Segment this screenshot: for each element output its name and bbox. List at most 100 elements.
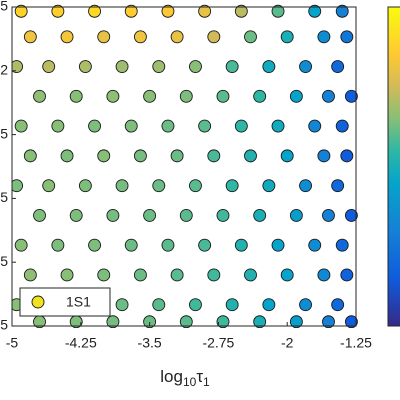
scatter-point xyxy=(42,179,56,193)
legend-label: 1S1 xyxy=(66,294,91,310)
scatter-point xyxy=(308,4,322,18)
scatter-point xyxy=(78,60,92,73)
scatter-point xyxy=(308,238,322,252)
y-tick-label: -2.75 xyxy=(0,125,8,141)
x-label-symbol: τ xyxy=(196,367,203,386)
scatter-point xyxy=(207,30,221,44)
scatter-point xyxy=(322,208,335,222)
scatter-point xyxy=(344,89,358,103)
scatter-point xyxy=(234,119,248,133)
scatter-point xyxy=(12,60,24,73)
scatter-point xyxy=(143,208,157,222)
scatter-point xyxy=(69,208,83,222)
scatter-point xyxy=(152,298,166,312)
scatter-point xyxy=(143,89,157,103)
scatter-point xyxy=(340,268,354,282)
scatter-point xyxy=(133,30,147,44)
y-tick-label: -2 xyxy=(0,62,8,78)
scatter-point xyxy=(331,179,345,193)
scatter-point xyxy=(207,268,221,282)
scatter-point xyxy=(262,60,276,73)
axes-box xyxy=(11,6,357,327)
x-tick-label: -3.5 xyxy=(138,335,162,351)
scatter-point xyxy=(106,89,120,103)
scatter-point xyxy=(60,149,74,163)
scatter-point xyxy=(161,4,175,18)
scatter-point xyxy=(115,298,129,312)
scatter-point xyxy=(216,315,230,328)
scatter-point xyxy=(280,268,294,282)
scatter-point xyxy=(244,268,257,282)
scatter-point xyxy=(106,208,120,222)
x-label-sub: 10 xyxy=(183,375,197,389)
scatter-point xyxy=(106,315,120,328)
scatter-point xyxy=(170,149,184,163)
scatter-point xyxy=(271,119,285,133)
scatter-point xyxy=(198,4,212,18)
scatter-point xyxy=(14,4,28,18)
scatter-point xyxy=(23,268,37,282)
y-tick-label: -5 xyxy=(0,317,8,333)
legend-marker xyxy=(31,295,45,309)
x-label-text: log xyxy=(160,367,183,386)
x-axis-label: log10τ1 xyxy=(160,367,210,389)
scatter-point xyxy=(299,60,312,73)
scatter-point xyxy=(271,238,285,252)
scatter-point xyxy=(340,30,354,44)
scatter-point xyxy=(216,208,230,222)
scatter-point xyxy=(344,208,358,222)
scatter-point xyxy=(289,315,303,328)
scatter-point xyxy=(179,89,193,103)
scatter-point xyxy=(207,149,221,163)
x-tick-label: -5 xyxy=(6,335,19,351)
scatter-point xyxy=(335,119,349,133)
scatter-point xyxy=(271,4,285,18)
plot-area xyxy=(12,4,358,328)
scatter-point xyxy=(179,315,193,328)
scatter-point xyxy=(317,149,331,163)
scatter-point xyxy=(23,30,37,44)
scatter-point xyxy=(97,149,111,163)
scatter-point xyxy=(280,149,294,163)
scatter-point xyxy=(344,315,358,328)
scatter-point xyxy=(97,30,111,44)
scatter-point xyxy=(124,238,138,252)
scatter-point xyxy=(161,119,175,133)
scatter-point xyxy=(33,89,46,103)
scatter-point xyxy=(51,4,65,18)
scatter-point xyxy=(234,4,248,18)
scatter-point xyxy=(179,208,193,222)
scatter-point xyxy=(115,179,129,193)
scatter-point xyxy=(198,238,212,252)
scatter-point xyxy=(51,119,65,133)
scatter-point xyxy=(331,298,345,312)
scatter-point xyxy=(189,179,202,193)
scatter-point xyxy=(262,298,276,312)
scatter-point xyxy=(225,60,239,73)
x-tick-label: -2.75 xyxy=(202,335,234,351)
scatter-point xyxy=(253,89,267,103)
scatter-point xyxy=(289,89,303,103)
scatter-point xyxy=(189,298,202,312)
scatter-point xyxy=(152,179,166,193)
scatter-point xyxy=(308,119,322,133)
scatter-point xyxy=(133,149,147,163)
x-tick-label: -2 xyxy=(281,335,294,351)
scatter-point xyxy=(253,208,267,222)
scatter-point xyxy=(317,30,331,44)
scatter-point xyxy=(143,315,157,328)
scatter-point xyxy=(124,4,138,18)
y-tick-label: -4.25 xyxy=(0,253,8,269)
x-tick-label: -4.25 xyxy=(65,335,97,351)
scatter-point xyxy=(88,4,102,18)
scatter-point xyxy=(23,149,37,163)
colorbar xyxy=(387,6,400,327)
scatter-point xyxy=(244,149,257,163)
scatter-point xyxy=(42,60,56,73)
scatter-point xyxy=(60,268,74,282)
scatter-point xyxy=(225,298,239,312)
scatter-point xyxy=(335,238,349,252)
scatter-point xyxy=(88,119,102,133)
scatter-point xyxy=(60,30,74,44)
